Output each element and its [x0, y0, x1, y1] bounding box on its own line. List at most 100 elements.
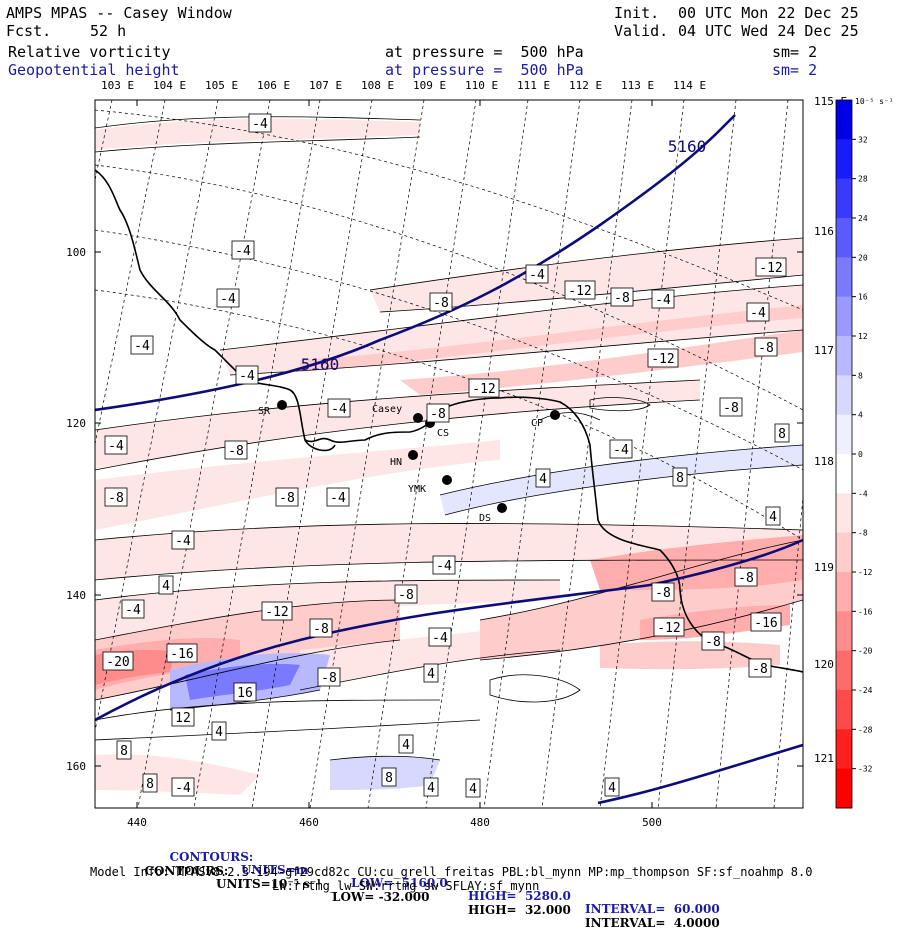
height-label: 5160 [301, 355, 340, 374]
field1-name: Relative vorticity [8, 43, 171, 61]
colorbar-label: -20 [858, 647, 873, 656]
x-tick-label: 480 [470, 816, 490, 829]
station-label: YMK [408, 484, 426, 495]
colorbar-segment [836, 296, 852, 337]
lon-top-label: 113 E [621, 79, 654, 92]
vort-label: 8 [120, 744, 128, 759]
vort-label-box [326, 487, 350, 507]
vort-label-box [248, 113, 272, 133]
lon-top-label: 112 E [569, 79, 602, 92]
vort-label: 4 [608, 781, 616, 796]
vort-label: -4 [134, 339, 150, 354]
vorticity-map: 103 E 104 E 105 E 106 E 107 E 108 E 109 E 110 E… [66, 79, 893, 829]
contours1-interval: INTERVAL= 60.000 [585, 902, 720, 916]
station-label: SR [258, 406, 271, 417]
lon-top-label: 105 E [205, 79, 238, 92]
vort-label-box [116, 740, 132, 760]
vort-label-box [564, 280, 596, 300]
height-contours [95, 114, 803, 805]
colorbar-segment [836, 336, 852, 376]
colorbar-segment [836, 375, 852, 416]
init-value: 00 UTC Mon 22 Dec 25 [678, 4, 859, 22]
vort-label-box [468, 378, 500, 398]
vort-label: 4 [539, 472, 547, 487]
lon-top-label: 104 E [153, 79, 186, 92]
x-tick-label: 440 [127, 816, 147, 829]
colorbar-segment [836, 454, 852, 494]
vort-label-box [719, 397, 743, 417]
vort-label: -8 [228, 444, 244, 459]
vort-label: 4 [427, 667, 435, 682]
colorbar-label: 4 [858, 411, 863, 420]
vort-label: -4 [750, 306, 766, 321]
y-tick-label: 160 [66, 760, 86, 773]
vort-label: 8 [778, 427, 786, 442]
meridian-line [95, 100, 219, 733]
colorbar-segment [836, 768, 852, 809]
vort-label: -4 [239, 369, 255, 384]
vort-label-box [765, 506, 781, 526]
colorbar-label: -28 [858, 725, 873, 734]
vort-label: 12 [175, 711, 191, 726]
vort-label-box [653, 617, 685, 637]
vort-label: -8 [705, 635, 721, 650]
vort-label: -20 [106, 655, 129, 670]
vort-label: -8 [313, 622, 329, 637]
forecast-label: Fcst. [6, 22, 52, 40]
station-label: DS [479, 513, 491, 524]
field1-smooth: sm= 2 [772, 43, 818, 61]
vort-label: -12 [568, 284, 591, 299]
vort-label-box [104, 435, 128, 455]
vort-label-box [746, 302, 770, 322]
field2-smooth: sm= 2 [772, 61, 818, 79]
vort-label-box [465, 778, 481, 798]
meridian-line [599, 100, 685, 808]
contours1-high: HIGH= 5280.0 [468, 889, 571, 903]
vort-label-box [651, 582, 675, 602]
vort-label: 8 [385, 771, 393, 786]
contours1-low: LOW= 5160.0 [351, 876, 448, 890]
vort-label-box [701, 631, 725, 651]
vort-label-box [171, 707, 195, 727]
vort-label: -12 [657, 621, 680, 636]
vort-label-box [429, 292, 453, 312]
meridian-line [657, 100, 737, 808]
vort-label: -16 [170, 647, 193, 662]
colorbar-segment [836, 414, 852, 455]
lon-top-label: 106 E [257, 79, 290, 92]
station-label: Casey [372, 404, 402, 415]
vort-label-box [130, 335, 154, 355]
lon-top-label: 108 E [361, 79, 394, 92]
vort-label-box [774, 423, 790, 443]
vort-label: -8 [321, 671, 337, 686]
meridian-line [137, 100, 271, 808]
vort-label-box [428, 627, 452, 647]
colorbar-segment [836, 100, 852, 140]
vort-label: -8 [398, 588, 414, 603]
vort-label: -12 [472, 382, 495, 397]
contours2-high: HIGH= 32.000 [468, 903, 571, 917]
valid-value: 04 UTC Wed 24 Dec 25 [678, 22, 859, 40]
vort-label: -12 [759, 261, 782, 276]
colorbar-segment [836, 178, 852, 219]
colorbar-label: -12 [858, 568, 873, 577]
colorbar-segment [836, 532, 852, 573]
vort-label: 8 [146, 777, 154, 792]
colorbar-label: -24 [858, 686, 873, 695]
x-tick-label: 460 [299, 816, 319, 829]
colorbar-segment [836, 611, 852, 652]
field2-name: Geopotential height [8, 61, 180, 79]
valid-label: Valid. [614, 22, 669, 40]
meridian-line [425, 100, 529, 808]
colorbar-label: -32 [858, 765, 873, 774]
contours2-label: CONTOURS: [144, 864, 229, 878]
vort-label-box [398, 734, 414, 754]
contours1-label: CONTOURS: [169, 850, 254, 864]
vort-label-box [231, 240, 255, 260]
vort-label: -4 [432, 631, 448, 646]
vort-label-box [394, 584, 418, 604]
vort-label: -4 [436, 559, 452, 574]
y-tick-label: 120 [66, 417, 86, 430]
colorbar-segment [836, 650, 852, 691]
y-tick-label: 140 [66, 589, 86, 602]
